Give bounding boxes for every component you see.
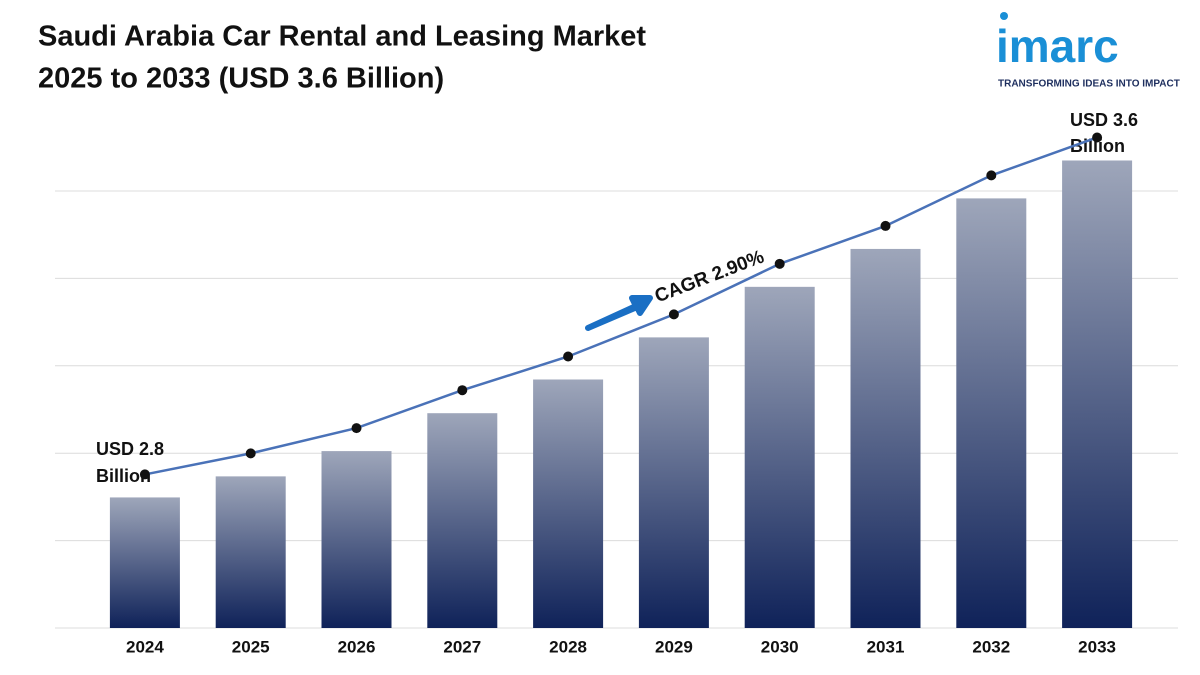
cagr-arrow: [585, 295, 653, 331]
trend-point: [774, 258, 785, 269]
x-tick-label: 2024: [126, 637, 164, 656]
x-tick-label: 2031: [867, 637, 905, 656]
x-tick-label: 2033: [1078, 637, 1116, 656]
logo-dot: [1000, 12, 1008, 20]
trend-point: [351, 423, 362, 434]
trend-point: [668, 309, 679, 320]
logo-tagline: TRANSFORMING IDEAS INTO IMPACT: [998, 79, 1180, 90]
annotation: Billion: [1070, 136, 1125, 156]
trend-point: [139, 469, 150, 480]
trend-line: [144, 136, 1098, 476]
bar: [427, 413, 498, 628]
bar: [956, 198, 1027, 628]
bar: [533, 379, 604, 628]
trend-point: [986, 170, 997, 181]
logo: imarc: [996, 20, 1119, 72]
bar: [215, 476, 286, 628]
x-tick-label: 2032: [972, 637, 1010, 656]
chart-title: 2025 to 2033 (USD 3.6 Billion): [38, 63, 444, 95]
chart-title: Saudi Arabia Car Rental and Leasing Mark…: [38, 21, 646, 53]
x-tick-label: 2030: [761, 637, 799, 656]
trend-point: [245, 448, 256, 459]
annotation: Billion: [96, 466, 151, 486]
bar: [850, 248, 921, 629]
trend-point: [880, 220, 891, 231]
trend-point: [457, 385, 468, 396]
bar: [1062, 160, 1133, 629]
x-tick-label: 2025: [232, 637, 270, 656]
bar: [321, 451, 392, 628]
trend-point: [563, 351, 574, 362]
annotation: USD 2.8: [96, 439, 164, 459]
bar: [744, 286, 815, 628]
x-tick-label: 2026: [338, 637, 376, 656]
trend-point: [1092, 132, 1103, 143]
bar: [109, 497, 180, 628]
annotation: USD 3.6: [1070, 110, 1138, 130]
x-tick-label: 2029: [655, 637, 693, 656]
bar: [638, 337, 709, 628]
x-tick-label: 2027: [443, 637, 481, 656]
x-tick-label: 2028: [549, 637, 587, 656]
